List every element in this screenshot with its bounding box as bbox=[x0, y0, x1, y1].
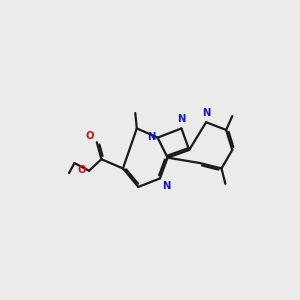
Text: O: O bbox=[78, 165, 86, 175]
Text: N: N bbox=[147, 132, 155, 142]
Text: N: N bbox=[202, 108, 211, 118]
Text: N: N bbox=[177, 114, 185, 124]
Text: O: O bbox=[86, 131, 94, 141]
Text: N: N bbox=[162, 181, 171, 191]
